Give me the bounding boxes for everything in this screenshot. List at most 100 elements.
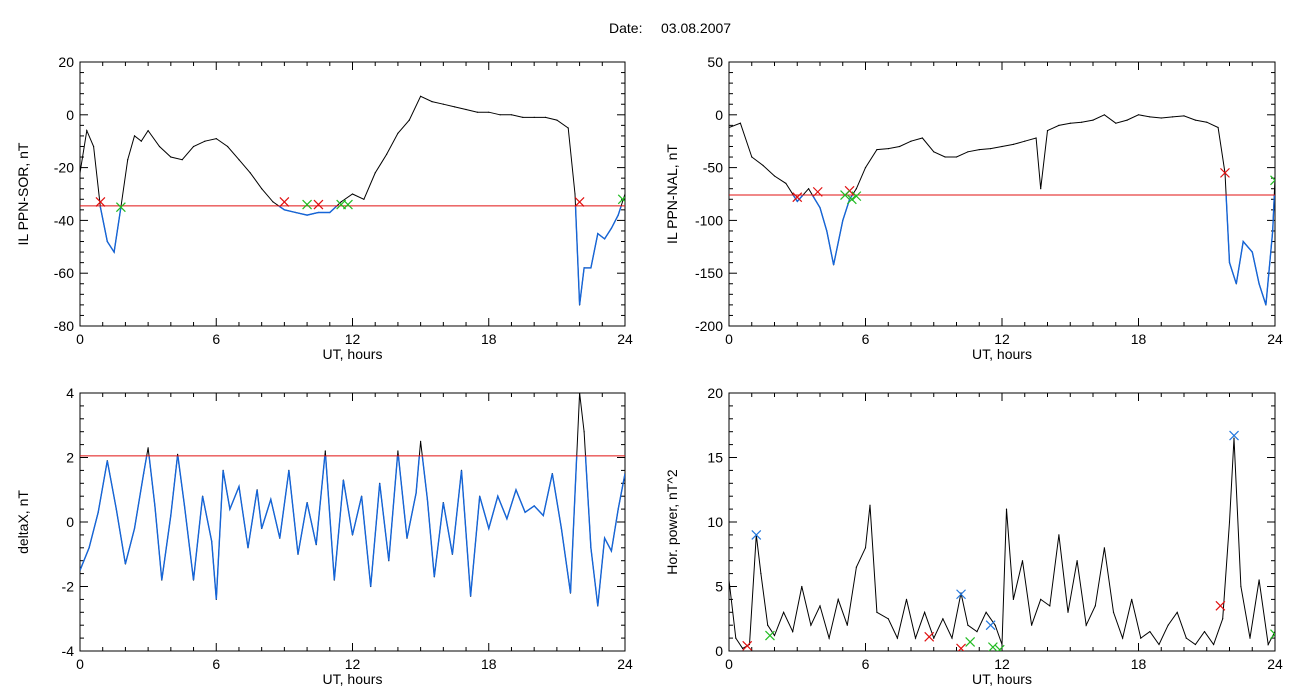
y-tick-label: 10	[707, 514, 723, 530]
plot-frame	[728, 61, 1276, 327]
data-point	[729, 579, 730, 581]
marker-green	[987, 642, 998, 651]
data-point	[819, 605, 821, 607]
below-threshold-segment	[278, 205, 338, 216]
marker-green-stroke-b	[1270, 633, 1275, 640]
data-point	[887, 618, 889, 620]
marker-blue-stroke-b	[751, 529, 762, 540]
data-point	[994, 624, 996, 626]
y-tick-label: -150	[695, 265, 723, 281]
marker-red-stroke-b	[742, 640, 753, 651]
data-point	[985, 611, 987, 613]
y-tick-label: 20	[707, 385, 723, 401]
below-threshold-segment	[421, 455, 578, 597]
data-point	[896, 637, 899, 639]
marker-green	[851, 191, 862, 202]
marker-red	[792, 192, 803, 203]
marker-blue	[956, 589, 966, 600]
marker-red-stroke-b	[1215, 600, 1226, 611]
data-point	[887, 148, 889, 150]
marker-blue-stroke-b	[1229, 430, 1239, 441]
data-point	[1267, 643, 1269, 646]
marker-blue-stroke-b	[956, 589, 966, 600]
data-point	[1021, 560, 1024, 562]
data-point	[846, 624, 848, 626]
data-point	[431, 101, 433, 103]
data-point	[556, 119, 558, 121]
data-point	[1203, 631, 1206, 633]
data-point	[855, 188, 858, 190]
marker-green-stroke-b	[617, 196, 625, 205]
below-threshold-segment	[148, 455, 179, 581]
marker-red	[812, 186, 823, 197]
data-point	[204, 140, 206, 142]
x-axis-title: UT, hours	[323, 346, 383, 362]
marker-blue	[985, 620, 996, 631]
data-point	[442, 103, 444, 105]
marker-red	[924, 631, 935, 642]
y-tick-label: 0	[715, 107, 723, 123]
data-point	[397, 132, 399, 134]
series-line	[729, 438, 1275, 650]
data-point	[808, 188, 810, 190]
marker-red-stroke-b	[957, 643, 966, 651]
data-point	[1213, 643, 1215, 646]
panel-2: 0 6 12 18 24 -200 -150 -100 -50 0 50 UT, hours IL PP…	[664, 54, 1283, 362]
marker-green	[1270, 629, 1275, 640]
below-threshold-segment	[397, 455, 420, 539]
data-point	[499, 114, 501, 116]
marker-red	[95, 196, 106, 207]
marker-green-stroke-a	[1270, 175, 1275, 182]
marker-red-stroke-b	[574, 196, 585, 207]
y-tick-label: -60	[54, 265, 74, 281]
y-axis-title: IL PPN-NAL, nT	[664, 144, 680, 244]
data-point	[773, 634, 776, 637]
data-point	[86, 130, 88, 132]
x-tick-label: 24	[617, 331, 633, 347]
data-point	[227, 145, 229, 148]
marker-red	[279, 196, 290, 207]
marker-green	[765, 630, 775, 641]
x-tick-label: 0	[76, 656, 84, 672]
data-point	[465, 108, 467, 111]
data-point	[579, 393, 581, 394]
data-point	[828, 637, 830, 639]
data-point	[1158, 643, 1160, 646]
x-tick-label: 24	[617, 656, 633, 672]
below-threshold-segment	[792, 194, 804, 203]
data-point	[215, 138, 217, 140]
marker-green-stroke-b	[115, 202, 126, 213]
date-label: Date:	[609, 20, 642, 36]
marker-red	[1220, 167, 1230, 178]
marker-red	[742, 640, 753, 651]
marker-green	[343, 199, 353, 210]
plot-data	[729, 114, 1275, 306]
x-tick-label: 6	[212, 331, 220, 347]
data-point	[760, 573, 762, 575]
marker-blue	[751, 529, 762, 540]
x-tick-label: 6	[212, 656, 220, 672]
data-point	[574, 193, 576, 195]
x-tick-label: 0	[725, 331, 733, 347]
data-point	[1058, 124, 1060, 126]
marker-green-stroke-b	[343, 199, 353, 210]
data-point	[1085, 624, 1087, 626]
data-point	[158, 145, 161, 148]
marker-red-stroke-b	[812, 186, 823, 197]
data-point	[1012, 598, 1015, 601]
data-point	[933, 151, 935, 153]
marker-red	[574, 196, 585, 207]
data-point	[476, 111, 478, 113]
below-threshold-segment	[80, 455, 148, 571]
plot-frame	[728, 392, 1276, 652]
data-point	[272, 201, 274, 203]
marker-green	[994, 644, 1005, 651]
data-point	[147, 130, 149, 132]
below-threshold-segment	[324, 455, 399, 587]
y-tick-label: 0	[66, 514, 74, 530]
x-tick-label: 18	[1131, 656, 1147, 672]
data-point	[488, 111, 490, 113]
data-point	[1233, 437, 1235, 439]
